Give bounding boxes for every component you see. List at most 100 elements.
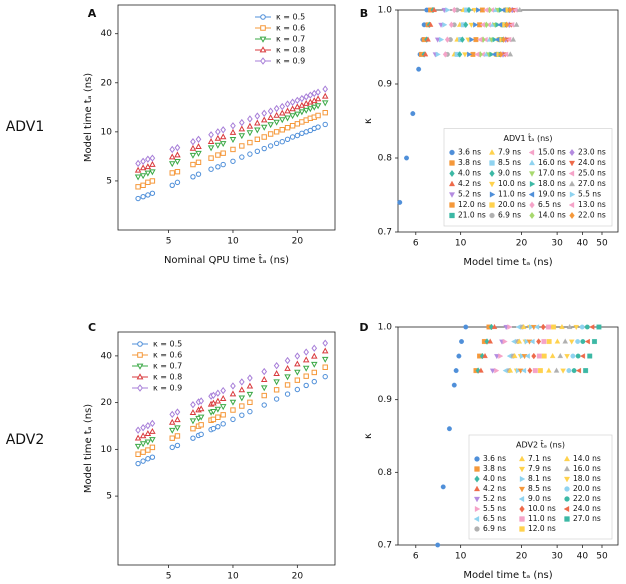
legend-label: 4.0 ns bbox=[483, 474, 506, 483]
data-point bbox=[294, 96, 301, 105]
data-point bbox=[566, 368, 572, 374]
data-point bbox=[219, 404, 227, 411]
legend-marker bbox=[568, 180, 576, 187]
data-point bbox=[134, 174, 142, 181]
legend-label: 12.0 ns bbox=[458, 200, 486, 209]
data-point bbox=[299, 130, 305, 136]
data-point bbox=[189, 418, 197, 425]
data-point bbox=[247, 151, 253, 157]
data-point bbox=[459, 339, 464, 344]
y-tick-label: 1.0 bbox=[378, 6, 393, 16]
legend-label: 18.0 ns bbox=[538, 179, 566, 188]
data-point bbox=[477, 36, 483, 43]
data-point bbox=[149, 444, 156, 451]
data-point bbox=[592, 339, 597, 344]
x-tick-label: 6 bbox=[413, 552, 419, 562]
data-point bbox=[135, 426, 141, 434]
legend-marker bbox=[448, 180, 456, 187]
data-point bbox=[442, 22, 448, 28]
data-point bbox=[559, 323, 565, 329]
data-point bbox=[261, 367, 268, 376]
data-point bbox=[489, 368, 496, 374]
data-point bbox=[311, 369, 317, 376]
legend-label: 27.0 ns bbox=[573, 514, 601, 523]
data-point bbox=[507, 324, 513, 330]
data-point bbox=[541, 339, 547, 344]
data-point bbox=[311, 352, 318, 359]
y-tick-label: 1.0 bbox=[378, 323, 393, 333]
data-point bbox=[315, 124, 321, 130]
data-point bbox=[214, 397, 222, 404]
data-point bbox=[500, 7, 506, 13]
legend-label: 13.0 ns bbox=[578, 200, 606, 209]
legend-marker bbox=[449, 170, 455, 177]
legend-marker bbox=[260, 57, 266, 65]
legend-label: 14.0 ns bbox=[573, 454, 601, 463]
legend-marker bbox=[474, 505, 481, 513]
data-point bbox=[549, 352, 556, 359]
data-point bbox=[504, 21, 510, 29]
data-point bbox=[267, 114, 274, 121]
data-point bbox=[298, 109, 306, 116]
data-point bbox=[451, 382, 457, 388]
x-tick-label: 20 bbox=[516, 552, 528, 562]
plot-frame bbox=[117, 4, 336, 231]
data-point bbox=[169, 170, 175, 176]
data-point bbox=[579, 324, 585, 330]
data-point bbox=[467, 51, 473, 58]
data-point bbox=[267, 143, 274, 149]
data-point bbox=[215, 389, 221, 397]
data-point bbox=[144, 163, 152, 170]
data-point bbox=[463, 324, 469, 330]
data-point bbox=[435, 542, 441, 548]
legend-marker bbox=[569, 149, 575, 156]
data-point bbox=[478, 367, 484, 373]
data-point bbox=[135, 159, 141, 168]
legend-marker bbox=[489, 160, 495, 166]
data-point bbox=[195, 159, 202, 166]
data-point bbox=[220, 421, 226, 427]
data-point bbox=[435, 51, 441, 58]
legend-marker bbox=[529, 201, 535, 209]
legend-marker bbox=[489, 212, 495, 219]
data-point bbox=[220, 126, 227, 134]
data-point bbox=[149, 437, 156, 444]
data-point bbox=[174, 159, 181, 165]
data-point bbox=[230, 416, 236, 423]
data-point bbox=[149, 154, 156, 162]
data-point bbox=[321, 347, 329, 354]
legend-label: 9.0 ns bbox=[528, 494, 551, 503]
data-point bbox=[169, 145, 176, 154]
legend-marker bbox=[488, 181, 496, 188]
legend-marker bbox=[519, 526, 525, 532]
data-point bbox=[322, 364, 328, 370]
data-point bbox=[169, 410, 176, 419]
data-point bbox=[247, 115, 253, 123]
data-point bbox=[261, 134, 267, 140]
legend-marker bbox=[528, 159, 536, 166]
data-point bbox=[149, 190, 156, 196]
data-point bbox=[229, 399, 237, 406]
legend-label: 18.0 ns bbox=[573, 474, 601, 483]
data-point bbox=[583, 368, 589, 374]
panel-label: A bbox=[88, 7, 97, 20]
data-point bbox=[294, 377, 301, 383]
data-point bbox=[145, 179, 151, 186]
legend-marker bbox=[569, 191, 576, 198]
data-point bbox=[140, 458, 146, 464]
y-tick-label: 0.9 bbox=[378, 80, 393, 90]
legend-marker bbox=[518, 466, 526, 473]
data-point bbox=[174, 408, 181, 416]
data-point bbox=[284, 125, 291, 131]
data-point bbox=[521, 367, 527, 374]
data-point bbox=[261, 145, 267, 152]
legend-marker bbox=[488, 149, 496, 155]
legend-label: 8.5 ns bbox=[528, 484, 551, 493]
y-axis-label: κ bbox=[363, 433, 374, 439]
data-point bbox=[479, 22, 485, 28]
data-point bbox=[246, 382, 254, 389]
y-tick-label: 40 bbox=[101, 351, 113, 361]
data-point bbox=[284, 107, 291, 114]
data-point bbox=[145, 456, 151, 462]
